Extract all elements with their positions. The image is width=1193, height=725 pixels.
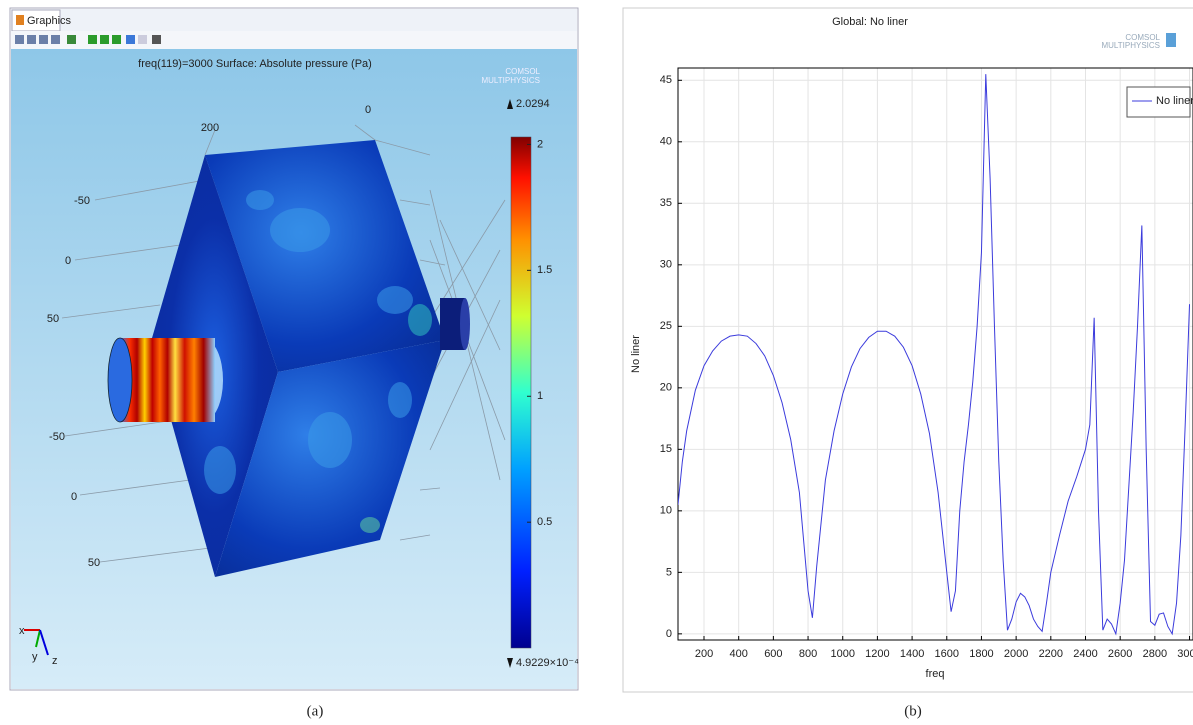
axis-label: 0: [71, 491, 77, 503]
colorbar-tick-label: 1: [537, 390, 543, 402]
axis-label: 50: [88, 557, 100, 569]
logo-line: MULTIPHYSICS: [481, 76, 540, 85]
logo-line: COMSOL: [1125, 33, 1160, 42]
colorbar-tick-label: 2: [537, 138, 543, 150]
axis-label: 200: [201, 122, 219, 134]
y-axis-label: No liner: [630, 335, 642, 373]
caption: (a): [307, 703, 324, 719]
x-tick-label: 1600: [935, 648, 959, 660]
axis-label: -50: [74, 195, 90, 207]
y-tick-label: 45: [660, 74, 672, 86]
y-tick-label: 30: [660, 259, 672, 271]
x-tick-label: 1200: [865, 648, 889, 660]
y-tick-label: 35: [660, 197, 672, 209]
legend-label: No liner: [1156, 95, 1193, 107]
x-tick-label: 1000: [830, 648, 854, 660]
colorbar-tick-label: 1.5: [537, 264, 552, 276]
y-tick-label: 40: [660, 136, 672, 148]
inlet-cap: [107, 337, 133, 423]
colorbar-max: 2.0294: [516, 98, 550, 110]
tab-icon: [16, 15, 24, 25]
max-arrow: [507, 99, 513, 109]
axis-label: 50: [47, 313, 59, 325]
plot-window: [622, 7, 1193, 693]
plot-area-border: [677, 67, 1193, 641]
pressure-blobs: [204, 190, 432, 533]
y-tick-label: 15: [660, 443, 672, 455]
y-tick-label: 25: [660, 320, 672, 332]
axis-label: 0: [365, 104, 371, 116]
x-tick-label: 3000: [1177, 648, 1193, 660]
x-tick-label: 2000: [1004, 648, 1028, 660]
x-tick-label: 2800: [1143, 648, 1167, 660]
colorbar: [510, 136, 532, 649]
triad-label: x: [19, 625, 25, 637]
tab-bar: [11, 9, 577, 31]
logo-line: MULTIPHYSICS: [1101, 41, 1160, 50]
axis-label: -50: [49, 431, 65, 443]
x-tick-label: 800: [799, 648, 817, 660]
y-tick-label: 0: [666, 628, 672, 640]
colorbar-min: 4.9229×10⁻⁴: [516, 657, 579, 669]
y-tick-label: 5: [666, 566, 672, 578]
x-axis-label: freq: [926, 668, 945, 680]
logo-icon: [1166, 33, 1176, 47]
y-tick-label: 20: [660, 382, 672, 394]
x-tick-label: 2200: [1039, 648, 1063, 660]
toolbar-icons[interactable]: [15, 35, 161, 44]
x-tick-label: 2600: [1108, 648, 1132, 660]
axis-triad: [24, 629, 49, 656]
logo-line: COMSOL: [505, 67, 540, 76]
plot-series: [678, 74, 1191, 636]
y-tick-label: 10: [660, 505, 672, 517]
colorbar-tick-label: 0.5: [537, 516, 552, 528]
min-arrow: [507, 658, 513, 668]
plot-title: freq(119)=3000 Surface: Absolute pressur…: [138, 58, 372, 70]
axis-label: 0: [65, 255, 71, 267]
triad-label: z: [52, 655, 58, 667]
tab-label[interactable]: Graphics: [27, 15, 72, 27]
triad-label: y: [32, 651, 38, 663]
outlet-cap: [460, 298, 470, 350]
inlet-cylinder: [120, 338, 215, 422]
line: [678, 74, 1191, 636]
x-tick-label: 400: [730, 648, 748, 660]
x-tick-label: 2400: [1073, 648, 1097, 660]
chart-title: Global: No liner: [832, 16, 908, 28]
x-tick-label: 600: [764, 648, 782, 660]
caption: (b): [904, 703, 922, 719]
x-tick-label: 1400: [900, 648, 924, 660]
x-tick-label: 200: [695, 648, 713, 660]
x-tick-label: 1800: [969, 648, 993, 660]
legend-box: [1126, 86, 1191, 118]
